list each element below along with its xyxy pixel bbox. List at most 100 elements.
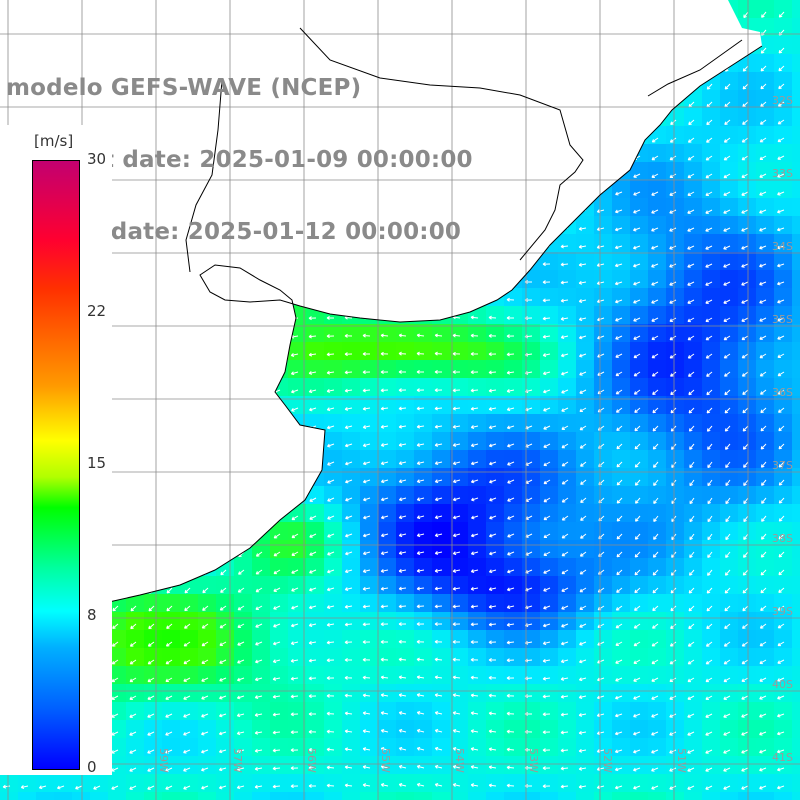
wind-arrow (687, 137, 695, 143)
field-cell (702, 558, 721, 577)
wind-arrow (687, 155, 695, 161)
field-cell (324, 414, 343, 433)
wind-arrow (542, 766, 551, 771)
wind-arrow (452, 604, 461, 609)
wind-arrow (578, 784, 587, 789)
field-cell (792, 306, 800, 325)
field-cell (684, 432, 703, 451)
field-cell (630, 576, 649, 595)
field-cell (702, 360, 721, 379)
field-cell (486, 486, 505, 505)
field-cell (756, 576, 775, 595)
wind-arrow (363, 515, 371, 520)
field-cell (594, 702, 613, 721)
field-cell (360, 576, 379, 595)
field-cell (414, 702, 433, 721)
field-cell (234, 576, 253, 595)
field-cell (702, 612, 721, 631)
wind-arrow (416, 586, 425, 591)
field-cell (666, 180, 685, 199)
field-cell (576, 378, 595, 397)
wind-arrow (470, 693, 479, 698)
field-cell (144, 702, 163, 721)
field-cell (504, 756, 523, 775)
field-cell (702, 630, 721, 649)
wind-arrow (741, 713, 749, 718)
wind-arrow (561, 515, 569, 521)
wind-arrow (705, 749, 713, 754)
wind-arrow (742, 569, 749, 576)
wind-arrow (327, 551, 335, 556)
field-cell (792, 504, 800, 523)
wind-arrow (670, 371, 677, 377)
field-cell (342, 702, 361, 721)
field-cell (396, 360, 415, 379)
field-cell (396, 774, 415, 793)
wind-arrow (669, 155, 677, 161)
wind-arrow (723, 659, 731, 665)
wind-arrow (363, 497, 371, 502)
wind-arrow (561, 443, 569, 449)
field-cell (738, 234, 757, 253)
field-cell (792, 594, 800, 613)
wind-arrow (615, 623, 623, 629)
field-cell (432, 324, 451, 343)
field-cell (630, 342, 649, 361)
field-cell (738, 792, 757, 800)
field-cell (486, 630, 505, 649)
wind-arrow (434, 424, 443, 429)
wind-arrow (147, 731, 155, 736)
field-cell (648, 756, 667, 775)
wind-arrow (148, 623, 155, 630)
field-cell (720, 540, 739, 559)
wind-arrow (777, 209, 785, 214)
wind-arrow (651, 641, 659, 647)
field-cell (468, 378, 487, 397)
wind-arrow (434, 783, 443, 787)
field-cell (738, 90, 757, 109)
wind-arrow (578, 730, 587, 735)
field-cell (342, 666, 361, 685)
wind-arrow (488, 604, 497, 609)
field-cell (540, 486, 559, 505)
field-cell (450, 792, 469, 800)
wind-arrow (416, 764, 425, 769)
wind-arrow (560, 748, 569, 753)
field-cell (612, 378, 631, 397)
field-cell (378, 612, 397, 631)
field-cell (612, 684, 631, 703)
field-cell (576, 522, 595, 541)
wind-arrow (777, 713, 785, 718)
field-cell (324, 630, 343, 649)
field-cell (792, 738, 800, 757)
wind-arrow (614, 281, 623, 286)
wind-arrow (218, 731, 227, 736)
field-cell (342, 468, 361, 487)
field-cell (540, 720, 559, 739)
field-cell (702, 252, 721, 271)
field-cell (306, 792, 325, 800)
wind-arrow (759, 137, 767, 143)
field-cell (576, 486, 595, 505)
field-cell (648, 774, 667, 793)
wind-arrow (344, 622, 353, 627)
field-cell (684, 198, 703, 217)
wind-arrow (741, 371, 749, 377)
field-cell (702, 522, 721, 541)
field-cell (702, 504, 721, 523)
field-cell (702, 540, 721, 559)
field-cell (162, 684, 181, 703)
wind-arrow (201, 695, 209, 700)
wind-arrow (742, 425, 749, 432)
field-cell (306, 630, 325, 649)
wind-arrow (560, 335, 569, 339)
field-cell (738, 522, 757, 541)
field-cell (270, 774, 289, 793)
field-cell (450, 738, 469, 757)
field-cell (360, 540, 379, 559)
field-cell (630, 414, 649, 433)
field-cell (378, 630, 397, 649)
wind-arrow (362, 569, 371, 573)
field-cell (792, 378, 800, 397)
field-cell (774, 558, 793, 577)
